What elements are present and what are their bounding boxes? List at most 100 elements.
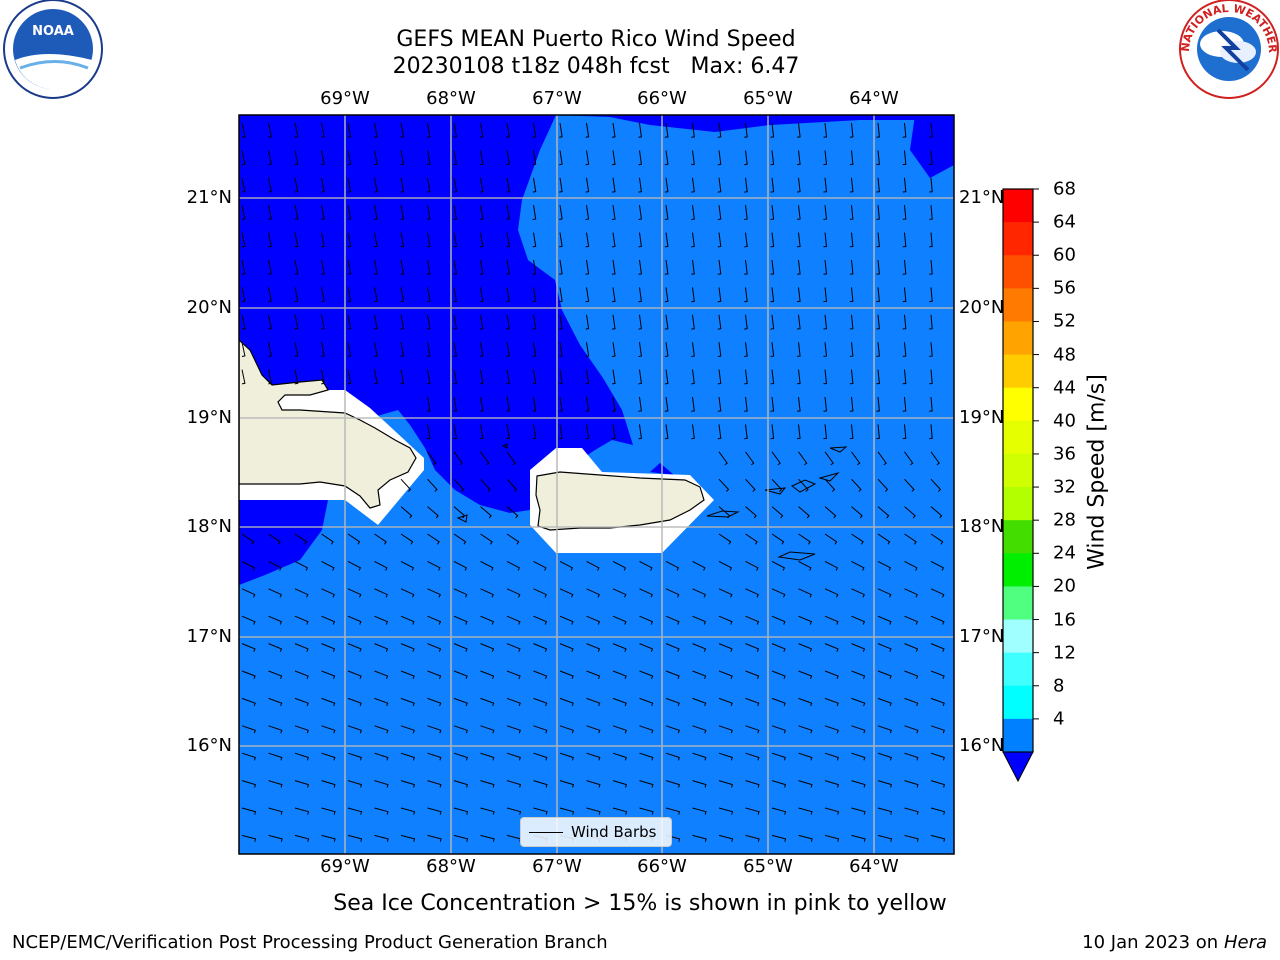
wind-barb — [374, 122, 378, 138]
wind-barb — [851, 780, 866, 788]
wind-barb — [797, 287, 801, 303]
wind-barb — [823, 232, 828, 248]
wind-barb — [770, 314, 775, 330]
wind-barb — [771, 615, 786, 625]
wind-barb — [718, 725, 733, 734]
wind-barb — [559, 615, 574, 625]
wind-barb — [798, 643, 813, 652]
wind-barb — [321, 314, 325, 330]
sea-ice-footnote: Sea Ice Concentration > 15% is shown in … — [333, 891, 947, 916]
wind-barb — [400, 834, 416, 842]
colorbar-segment — [1003, 453, 1033, 488]
wind-barb — [374, 259, 378, 275]
wind-barb — [426, 259, 431, 275]
wind-barb — [479, 232, 484, 248]
wind-barb — [321, 807, 336, 815]
wind-barb — [745, 506, 757, 519]
wind-barb — [294, 560, 309, 571]
wind-barb — [638, 122, 642, 138]
colorbar-segment — [1003, 222, 1033, 256]
wind-barb — [426, 287, 431, 303]
lat-label-left: 18°N — [186, 516, 232, 537]
wind-barb — [904, 807, 919, 815]
wind-barb — [930, 752, 945, 761]
wind-barb — [506, 287, 510, 303]
wind-barb — [798, 807, 813, 815]
wind-barb — [586, 643, 601, 652]
wind-barb — [294, 807, 310, 815]
wind-barb — [798, 615, 813, 625]
wind-barb — [453, 533, 467, 545]
wind-barb — [771, 588, 786, 598]
wind-barb — [347, 697, 362, 707]
wind-barb — [453, 232, 457, 248]
wind-barb — [851, 697, 866, 707]
wind-barb — [294, 314, 299, 330]
wind-barb — [823, 150, 828, 166]
wind-barb — [347, 560, 362, 571]
wind-barb — [294, 588, 309, 598]
lat-label-right: 20°N — [959, 297, 1005, 318]
wind-barb — [664, 259, 669, 275]
wind-barb — [347, 643, 362, 652]
wind-barb — [664, 232, 669, 248]
wind-barb — [904, 780, 919, 788]
wind-barb — [638, 232, 642, 248]
wind-barb — [929, 177, 933, 193]
wind-barb — [770, 205, 775, 220]
wind-barb — [479, 424, 484, 440]
wind-barb — [426, 396, 431, 412]
land-mona — [456, 514, 468, 523]
wind-barb — [453, 259, 457, 275]
wind-barb — [400, 643, 415, 652]
wind-barb — [559, 150, 563, 166]
wind-barb — [506, 205, 510, 220]
wind-barb — [321, 232, 325, 248]
wind-barb — [480, 780, 495, 788]
wind-barb — [612, 780, 628, 788]
wind-barb — [268, 369, 272, 385]
wind-barb — [453, 205, 457, 220]
wind-barb — [611, 314, 616, 330]
wind-barb — [638, 205, 642, 220]
wind-barb — [321, 259, 325, 275]
wind-barb — [876, 150, 880, 166]
colorbar-extend-arrow — [1002, 751, 1034, 783]
wind-barb — [532, 232, 537, 248]
wind-barb — [612, 807, 628, 815]
wind-barb — [347, 232, 352, 248]
wind-barb — [744, 369, 748, 385]
colorbar-tick-label: 44 — [1053, 377, 1076, 399]
wind-barb — [798, 588, 812, 598]
wind-barb — [612, 670, 627, 679]
wind-barb — [876, 232, 880, 248]
colorbar-segment — [1003, 387, 1033, 422]
lon-label-bottom: 65°W — [743, 856, 793, 877]
wind-barb — [426, 424, 431, 440]
map-legend: Wind Barbs — [520, 817, 672, 847]
wind-barb — [877, 697, 892, 707]
wind-barb — [877, 533, 891, 545]
wind-barb — [771, 697, 786, 707]
wind-barb — [347, 205, 352, 220]
wind-barb — [877, 725, 892, 734]
wind-barb — [453, 834, 469, 842]
lon-label-bottom: 69°W — [320, 856, 370, 877]
wind-barb — [902, 122, 907, 138]
wind-barb — [638, 259, 642, 275]
wind-barb — [824, 451, 834, 466]
colorbar-tick-label: 68 — [1053, 178, 1076, 200]
colorbar-label: Wind Speed [m/s] — [1084, 374, 1110, 570]
wind-barb — [559, 725, 574, 734]
wind-barb — [611, 396, 616, 412]
colorbar-segment — [1003, 321, 1033, 356]
wind-barb — [823, 287, 828, 303]
wind-barb — [453, 342, 457, 357]
wind-barb — [347, 670, 362, 679]
wind-barb — [771, 533, 785, 545]
wind-barb — [586, 670, 601, 679]
wind-barb — [771, 834, 787, 842]
wind-barb — [241, 533, 255, 545]
wind-barb — [639, 780, 654, 788]
wind-barb — [533, 615, 548, 625]
